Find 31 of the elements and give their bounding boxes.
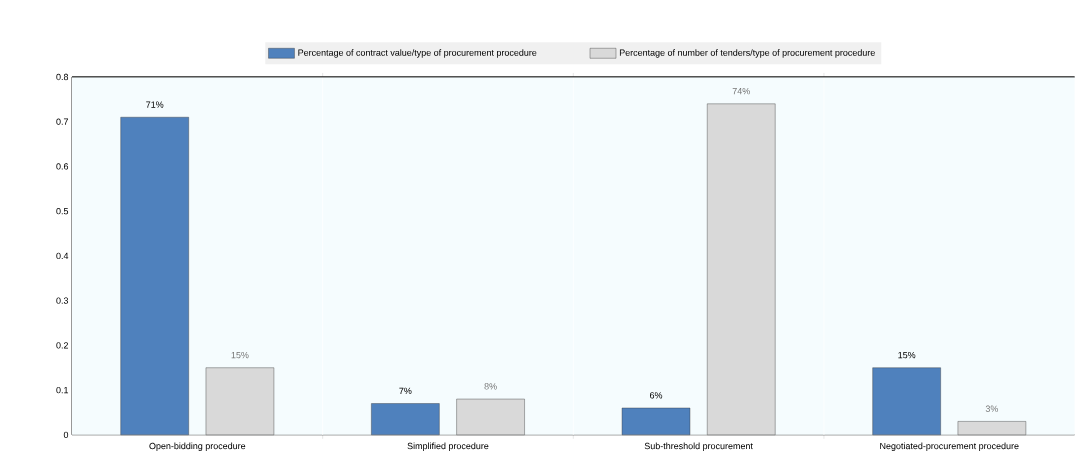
bar bbox=[707, 103, 776, 436]
bar bbox=[205, 367, 275, 436]
legend-label: Percentage of number of tenders/type of procurement procedure bbox=[619, 49, 875, 58]
data-label: 15% bbox=[231, 351, 249, 359]
x-tick-label: Open-bidding procedure bbox=[149, 442, 246, 452]
x-tick-label: Simplified procedure bbox=[407, 442, 489, 452]
data-label: 3% bbox=[985, 405, 999, 412]
x-tick-label: Sub-threshold procurement bbox=[644, 442, 753, 452]
bar bbox=[371, 403, 440, 436]
y-tick-label: 0 bbox=[63, 431, 69, 439]
data-label: 7% bbox=[399, 387, 412, 395]
bar bbox=[621, 407, 691, 436]
y-tick-label: 0.6 bbox=[56, 163, 69, 170]
bar bbox=[872, 367, 941, 436]
y-tick-label: 0.1 bbox=[56, 387, 69, 394]
y-tick-label: 0.7 bbox=[56, 118, 69, 125]
y-tick-label: 0.4 bbox=[56, 252, 69, 260]
x-tick-label: Negotiated-procurement procedure bbox=[880, 442, 1019, 452]
data-label: 8% bbox=[484, 383, 497, 390]
y-tick-label: 0.5 bbox=[56, 208, 69, 215]
legend-label: Percentage of contract value/type of procurement procedure bbox=[298, 49, 537, 58]
y-tick-label: 0.8 bbox=[56, 73, 69, 81]
data-label: 6% bbox=[649, 392, 663, 399]
bar bbox=[456, 398, 525, 436]
y-tick-label: 0.2 bbox=[56, 342, 69, 349]
data-label: 74% bbox=[732, 88, 750, 95]
bar bbox=[120, 117, 189, 436]
data-label: 71% bbox=[146, 101, 164, 108]
bar bbox=[957, 421, 1027, 436]
data-label: 15% bbox=[898, 351, 916, 359]
y-tick-label: 0.3 bbox=[56, 297, 69, 304]
